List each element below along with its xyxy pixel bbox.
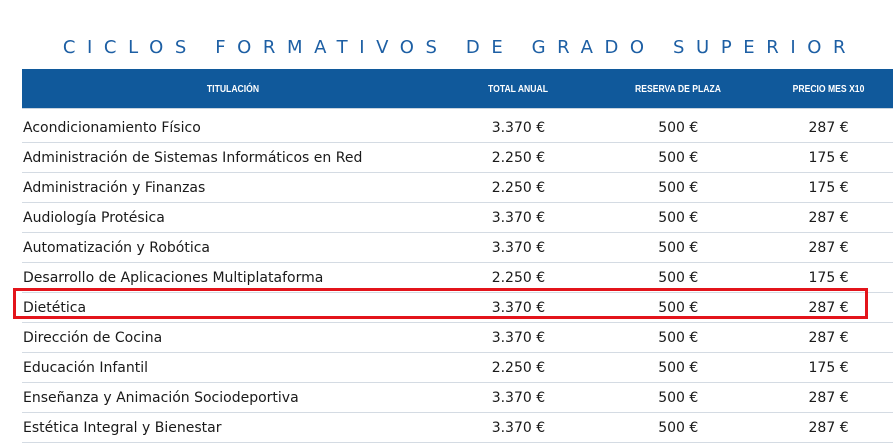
cell-titulacion: Educación Infantil xyxy=(23,359,149,376)
cell-total-anual: 3.370 € xyxy=(491,329,546,346)
table-row: Educación Infantil 2.250 € 500 € 175 € xyxy=(22,353,893,383)
table-row: Enseñanza y Animación Sociodeportiva 3.37… xyxy=(22,383,893,413)
cell-precio-mes: 287 € xyxy=(808,299,849,316)
cell-reserva-plaza: 500 € xyxy=(658,299,699,316)
cell-reserva-plaza: 500 € xyxy=(658,119,699,136)
table-row: Dietética 3.370 € 500 € 287 € xyxy=(22,293,893,323)
cell-titulacion: Dirección de Cocina xyxy=(23,329,163,346)
cell-reserva-plaza: 500 € xyxy=(658,149,699,166)
table-header: TITULACIÓN TOTAL ANUAL RESERVA DE PLAZA … xyxy=(22,69,893,109)
cell-precio-mes: 287 € xyxy=(808,239,849,256)
cell-reserva-plaza: 500 € xyxy=(658,419,699,436)
table-row: Acondicionamiento Físico 3.370 € 500 € 287 … xyxy=(22,113,893,143)
cell-total-anual: 3.370 € xyxy=(491,119,546,136)
table-row: Administración de Sistemas Informáticos … xyxy=(22,143,893,173)
cell-total-anual: 2.250 € xyxy=(491,269,546,286)
table-row: Audiología Protésica 3.370 € 500 € 287 € xyxy=(22,203,893,233)
fees-table: TITULACIÓN TOTAL ANUAL RESERVA DE PLAZA … xyxy=(22,69,893,443)
cell-titulacion: Administración de Sistemas Informáticos … xyxy=(23,149,363,166)
cell-titulacion: Automatización y Robótica xyxy=(23,239,211,256)
page-title: CICLOS FORMATIVOS DE GRADO SUPERIOR xyxy=(62,37,858,58)
cell-titulacion: Administración y Finanzas xyxy=(23,179,206,196)
column-header-reserva-plaza: RESERVA DE PLAZA xyxy=(635,82,721,95)
cell-reserva-plaza: 500 € xyxy=(658,269,699,286)
cell-titulacion: Desarrollo de Aplicaciones Multiplatafor… xyxy=(23,269,324,286)
cell-total-anual: 3.370 € xyxy=(491,419,546,436)
cell-precio-mes: 175 € xyxy=(808,149,849,166)
cell-total-anual: 3.370 € xyxy=(491,389,546,406)
cell-titulacion: Acondicionamiento Físico xyxy=(23,119,201,136)
table-row: Automatización y Robótica 3.370 € 500 € 287… xyxy=(22,233,893,263)
cell-total-anual: 3.370 € xyxy=(491,239,546,256)
table-row: Estética Integral y Bienestar 3.370 € 500 … xyxy=(22,413,893,443)
table-row: Administración y Finanzas 2.250 € 500 € 175… xyxy=(22,173,893,203)
cell-precio-mes: 287 € xyxy=(808,209,849,226)
cell-titulacion: Estética Integral y Bienestar xyxy=(23,419,222,436)
cell-titulacion: Audiología Protésica xyxy=(23,209,165,226)
table-body: Acondicionamiento Físico 3.370 € 500 € 287 … xyxy=(22,113,893,443)
cell-reserva-plaza: 500 € xyxy=(658,389,699,406)
cell-titulacion: Dietética xyxy=(23,299,87,316)
cell-total-anual: 3.370 € xyxy=(491,299,546,316)
cell-titulacion: Enseñanza y Animación Sociodeportiva xyxy=(23,389,299,406)
cell-reserva-plaza: 500 € xyxy=(658,239,699,256)
cell-total-anual: 2.250 € xyxy=(491,179,546,196)
column-header-precio-mes: PRECIO MES X10 xyxy=(792,82,865,95)
table-row: Dirección de Cocina 3.370 € 500 € 287 € xyxy=(22,323,893,353)
cell-reserva-plaza: 500 € xyxy=(658,329,699,346)
cell-precio-mes: 175 € xyxy=(808,269,849,286)
column-header-titulacion: TITULACIÓN xyxy=(206,82,260,95)
cell-reserva-plaza: 500 € xyxy=(658,209,699,226)
cell-total-anual: 3.370 € xyxy=(491,209,546,226)
cell-precio-mes: 287 € xyxy=(808,119,849,136)
cell-precio-mes: 175 € xyxy=(808,359,849,376)
column-header-total-anual: TOTAL ANUAL xyxy=(488,82,548,95)
cell-precio-mes: 287 € xyxy=(808,329,849,346)
cell-total-anual: 2.250 € xyxy=(491,149,546,166)
cell-precio-mes: 175 € xyxy=(808,179,849,196)
cell-precio-mes: 287 € xyxy=(808,389,849,406)
cell-reserva-plaza: 500 € xyxy=(658,179,699,196)
cell-precio-mes: 287 € xyxy=(808,419,849,436)
cell-total-anual: 2.250 € xyxy=(491,359,546,376)
table-row: Desarrollo de Aplicaciones Multiplatafor… xyxy=(22,263,893,293)
cell-reserva-plaza: 500 € xyxy=(658,359,699,376)
